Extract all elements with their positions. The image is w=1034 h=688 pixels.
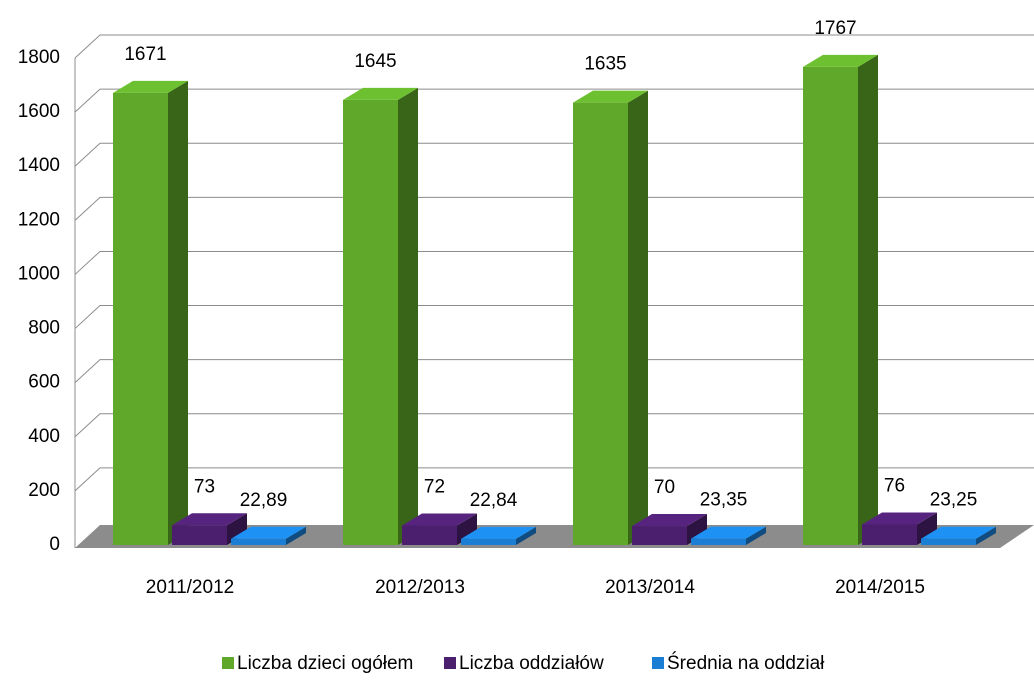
bar-top [573,90,648,103]
y-tick-label: 1400 [18,155,60,176]
bar [803,66,858,545]
data-label: 1671 [124,44,166,65]
bar [113,92,168,545]
data-label: 76 [884,475,905,496]
y-tick-label: 800 [28,318,60,339]
data-label: 1767 [814,18,856,39]
bar-side [227,513,247,545]
y-tick-label: 1000 [18,263,60,284]
x-tick-label: 2014/2015 [835,577,925,598]
data-label: 23,25 [930,490,978,511]
grid-line [74,88,1034,113]
data-label: 23,35 [700,490,748,511]
legend-label: Średnia na oddział [667,652,825,674]
legend-swatch [222,657,234,669]
bar-side [858,54,878,545]
grid-line [74,142,1034,167]
data-label: 1635 [584,54,626,75]
bar-side [917,512,937,545]
data-label: 73 [194,476,215,497]
bar [402,525,457,545]
grid-line [74,250,1034,275]
bar-side [628,90,648,546]
bar-top [632,514,707,527]
bar [343,99,398,546]
data-label: 1645 [354,51,396,72]
x-tick-label: 2012/2013 [375,577,465,598]
bar-top [803,54,878,67]
bar [461,538,516,545]
bar-side [286,526,306,545]
bar-top [402,513,477,526]
bar-top [172,513,247,526]
bar-side [457,513,477,545]
legend-swatch [652,657,664,669]
data-label: 70 [654,477,675,498]
bar-side [687,514,707,545]
bar-top [691,526,766,539]
legend-label: Liczba dzieci ogółem [237,653,413,674]
legend-swatch [444,657,456,669]
bar-side [516,526,536,545]
data-label: 22,89 [240,490,288,511]
data-label: 72 [424,477,445,498]
grid-line [74,34,1034,59]
grid-line [74,196,1034,221]
grid-line [74,413,1034,438]
bar-side [398,87,418,546]
bar-top [113,80,188,93]
grid-line [74,305,1034,329]
y-tick-label: 400 [28,426,60,447]
floor [75,525,1034,548]
bar [231,538,286,545]
bar-top [231,526,306,539]
bar [172,525,227,545]
legend-label: Liczba oddziałów [459,653,604,674]
grid-line [74,359,1034,384]
x-tick-label: 2011/2012 [146,577,234,598]
y-tick-label: 200 [28,480,60,501]
bar-top [343,87,418,100]
bar [921,538,976,545]
bar [691,538,746,545]
data-label: 22,84 [470,490,518,511]
bar-top [862,512,937,525]
y-tick-label: 1200 [18,209,60,230]
grid-line [74,467,1034,492]
bar [632,526,687,545]
bar-side [168,80,188,545]
y-tick-label: 1600 [18,101,60,122]
y-tick-label: 1800 [18,47,60,68]
bar-top [921,526,996,539]
bar [573,102,628,546]
bar-top [461,526,536,539]
bar [862,524,917,545]
y-tick-label: 600 [28,372,60,393]
bar-side [746,526,766,545]
bar-side [976,526,996,545]
x-tick-label: 2013/2014 [605,577,695,598]
y-tick-label: 0 [49,534,60,555]
